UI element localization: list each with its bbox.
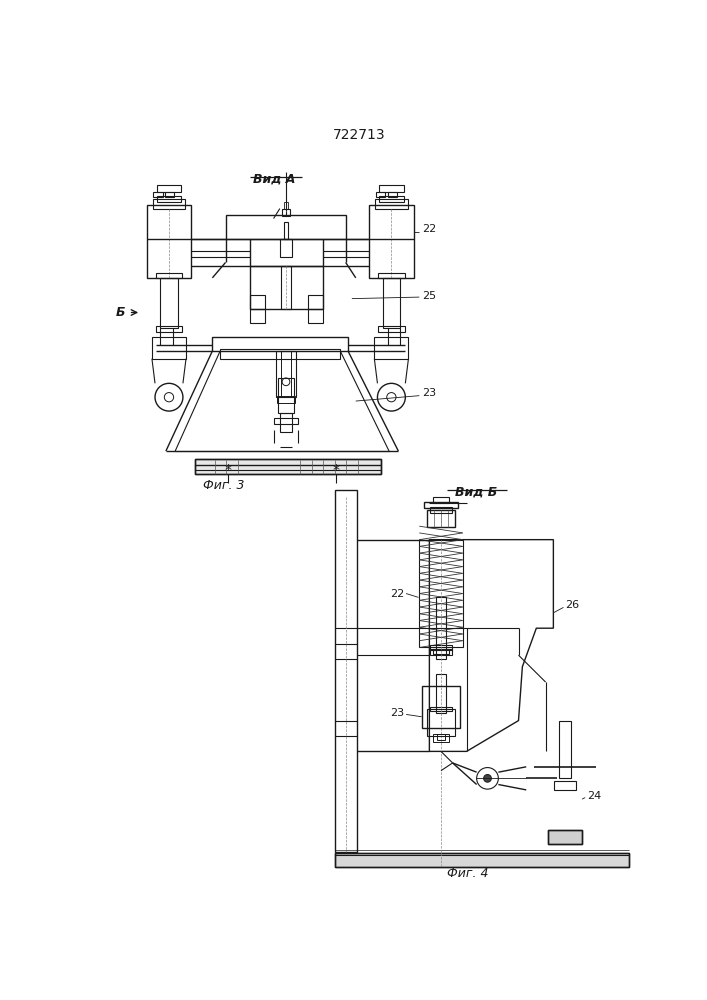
- Text: Фиг. 3: Фиг. 3: [203, 479, 245, 492]
- Bar: [146, 205, 192, 278]
- Text: Вид А: Вид А: [253, 172, 296, 185]
- Bar: [548, 830, 582, 844]
- Text: 26: 26: [565, 600, 579, 610]
- Bar: [250, 295, 265, 309]
- Bar: [308, 295, 323, 309]
- Bar: [280, 239, 292, 257]
- Bar: [279, 378, 293, 413]
- Text: 22: 22: [421, 224, 436, 234]
- Bar: [436, 674, 445, 713]
- Bar: [195, 459, 381, 474]
- Bar: [419, 540, 462, 647]
- Bar: [284, 202, 288, 209]
- Bar: [387, 192, 397, 197]
- Bar: [433, 734, 449, 742]
- Bar: [378, 326, 404, 332]
- Bar: [437, 734, 445, 740]
- Bar: [212, 337, 348, 351]
- Text: 22: 22: [390, 589, 404, 599]
- Bar: [335, 853, 629, 867]
- Bar: [226, 215, 346, 239]
- Bar: [436, 597, 445, 659]
- Bar: [379, 185, 404, 192]
- Bar: [250, 266, 323, 309]
- Text: *: *: [333, 463, 340, 477]
- Bar: [152, 337, 186, 359]
- Bar: [378, 273, 404, 278]
- Bar: [276, 351, 296, 397]
- Bar: [430, 649, 452, 655]
- Bar: [335, 490, 356, 852]
- Bar: [379, 196, 404, 202]
- Bar: [280, 413, 292, 432]
- Bar: [276, 396, 296, 403]
- Text: 24: 24: [587, 791, 601, 801]
- Bar: [308, 309, 323, 323]
- Bar: [422, 686, 460, 728]
- Bar: [433, 649, 449, 654]
- Bar: [160, 278, 177, 328]
- Bar: [430, 707, 452, 711]
- Bar: [430, 507, 452, 513]
- Text: Б: Б: [115, 306, 125, 319]
- Bar: [335, 853, 629, 867]
- Bar: [427, 709, 455, 736]
- Bar: [554, 781, 575, 790]
- Text: 25: 25: [421, 291, 436, 301]
- Bar: [165, 192, 175, 197]
- Bar: [427, 510, 455, 527]
- Bar: [559, 721, 571, 778]
- Bar: [430, 645, 452, 650]
- Bar: [375, 199, 408, 209]
- Bar: [156, 196, 182, 202]
- Bar: [156, 273, 182, 278]
- Bar: [274, 418, 298, 424]
- Bar: [153, 199, 185, 209]
- Bar: [250, 239, 323, 266]
- Bar: [376, 192, 385, 197]
- Bar: [383, 278, 400, 328]
- Bar: [156, 185, 182, 192]
- Bar: [195, 459, 381, 474]
- Bar: [374, 337, 409, 359]
- Text: 23: 23: [390, 708, 404, 718]
- Bar: [220, 349, 340, 359]
- Bar: [548, 830, 582, 844]
- Bar: [281, 266, 291, 309]
- Bar: [156, 326, 182, 332]
- Bar: [153, 192, 163, 197]
- Bar: [284, 222, 288, 239]
- Bar: [250, 309, 265, 323]
- Bar: [281, 351, 291, 397]
- Bar: [369, 205, 414, 278]
- Text: *: *: [224, 463, 231, 477]
- Circle shape: [484, 774, 491, 782]
- Text: 23: 23: [421, 388, 436, 398]
- Text: 722713: 722713: [333, 128, 386, 142]
- Text: Вид Б: Вид Б: [455, 486, 497, 499]
- Bar: [282, 209, 290, 216]
- Bar: [433, 497, 449, 503]
- Text: Фиг. 4: Фиг. 4: [448, 867, 489, 880]
- Bar: [424, 502, 458, 508]
